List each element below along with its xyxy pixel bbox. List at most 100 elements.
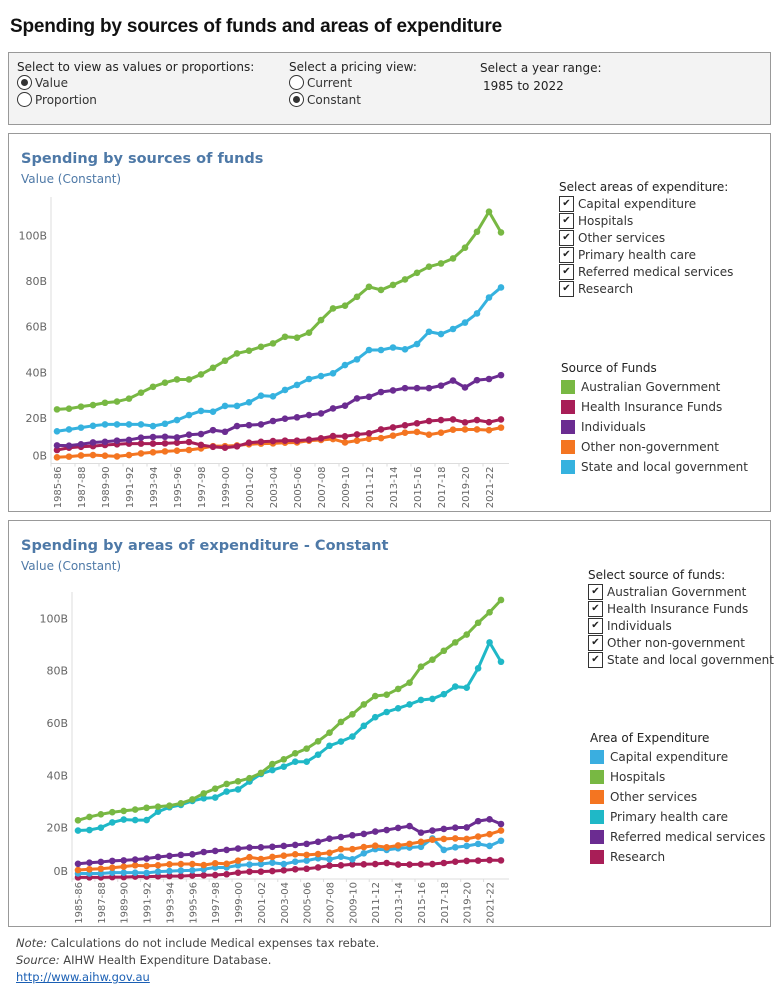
data-point[interactable] [461, 384, 469, 391]
series-line-primary-health-care[interactable] [77, 640, 503, 833]
data-point[interactable] [326, 835, 333, 842]
data-point[interactable] [74, 866, 82, 874]
data-point[interactable] [401, 276, 409, 283]
data-point[interactable] [449, 325, 457, 333]
data-point[interactable] [394, 685, 402, 693]
data-point[interactable] [221, 402, 229, 410]
data-point[interactable] [149, 383, 157, 391]
data-point[interactable] [425, 328, 433, 336]
data-point[interactable] [269, 859, 276, 867]
data-point[interactable] [353, 293, 361, 301]
data-point[interactable] [166, 867, 173, 875]
data-point[interactable] [497, 596, 505, 604]
data-point[interactable] [257, 855, 265, 863]
data-point[interactable] [291, 841, 299, 849]
data-point[interactable] [269, 340, 277, 347]
data-point[interactable] [341, 302, 349, 310]
data-point[interactable] [86, 859, 93, 867]
data-point[interactable] [341, 439, 349, 446]
data-point[interactable] [101, 452, 109, 460]
data-point[interactable] [440, 846, 448, 854]
data-point[interactable] [185, 446, 193, 454]
data-point[interactable] [154, 803, 162, 811]
data-point[interactable] [281, 415, 289, 423]
data-point[interactable] [451, 858, 459, 865]
data-point[interactable] [143, 855, 150, 862]
data-point[interactable] [303, 745, 310, 752]
data-point[interactable] [329, 432, 337, 440]
data-point[interactable] [161, 379, 169, 386]
data-point[interactable] [305, 411, 313, 419]
data-point[interactable] [97, 824, 105, 831]
data-point[interactable] [440, 859, 448, 867]
data-point[interactable] [211, 847, 219, 855]
data-point[interactable] [291, 865, 299, 873]
data-point[interactable] [463, 631, 471, 638]
data-point[interactable] [485, 375, 493, 383]
data-point[interactable] [353, 395, 361, 402]
data-point[interactable] [233, 422, 241, 430]
data-point[interactable] [417, 860, 425, 868]
data-point[interactable] [473, 416, 481, 424]
data-point[interactable] [451, 683, 459, 690]
data-point[interactable] [349, 856, 356, 863]
radio-value[interactable]: Value [17, 74, 254, 91]
data-point[interactable] [53, 442, 61, 449]
data-point[interactable] [65, 405, 73, 412]
filter-item-individuals[interactable]: ✔ Individuals [588, 617, 774, 634]
year-range-value[interactable]: 1985 to 2022 [483, 79, 564, 93]
data-point[interactable] [437, 330, 445, 338]
data-point[interactable] [246, 853, 253, 861]
data-point[interactable] [209, 364, 217, 372]
data-point[interactable] [401, 346, 409, 353]
data-point[interactable] [497, 416, 505, 423]
data-point[interactable] [314, 751, 322, 758]
data-point[interactable] [383, 691, 390, 699]
data-point[interactable] [143, 804, 150, 812]
data-point[interactable] [86, 813, 93, 821]
data-point[interactable] [365, 435, 373, 443]
data-point[interactable] [245, 398, 253, 406]
data-point[interactable] [125, 451, 133, 459]
data-point[interactable] [437, 416, 445, 424]
data-point[interactable] [143, 862, 150, 870]
data-point[interactable] [305, 436, 313, 444]
data-point[interactable] [189, 796, 196, 803]
data-point[interactable] [413, 419, 421, 427]
data-point[interactable] [413, 428, 421, 436]
series-line-australian-government[interactable] [56, 210, 503, 411]
data-point[interactable] [53, 446, 61, 454]
data-point[interactable] [497, 837, 505, 845]
data-point[interactable] [303, 865, 310, 873]
data-point[interactable] [451, 835, 459, 842]
data-point[interactable] [269, 760, 276, 768]
data-point[interactable] [401, 422, 409, 429]
data-point[interactable] [440, 835, 448, 843]
data-point[interactable] [223, 788, 230, 795]
data-point[interactable] [383, 708, 390, 716]
data-point[interactable] [406, 679, 413, 686]
data-point[interactable] [211, 871, 219, 879]
data-point[interactable] [200, 848, 208, 856]
data-point[interactable] [113, 453, 121, 460]
data-point[interactable] [360, 850, 368, 857]
data-point[interactable] [77, 403, 85, 410]
data-point[interactable] [189, 867, 196, 874]
filter-item-research[interactable]: ✔ Research [559, 280, 733, 297]
data-point[interactable] [221, 428, 229, 436]
data-point[interactable] [326, 729, 333, 736]
data-point[interactable] [474, 840, 482, 848]
data-point[interactable] [166, 872, 173, 880]
data-point[interactable] [389, 424, 397, 431]
data-point[interactable] [451, 824, 459, 831]
data-point[interactable] [326, 742, 333, 750]
data-point[interactable] [257, 421, 265, 428]
data-point[interactable] [200, 790, 208, 797]
data-point[interactable] [280, 867, 288, 874]
data-point[interactable] [245, 347, 253, 354]
series-line-hospitals[interactable] [77, 598, 503, 822]
data-point[interactable] [77, 424, 85, 431]
data-point[interactable] [131, 869, 139, 876]
filter-item-state-and-local-government[interactable]: ✔ State and local government [588, 651, 774, 668]
data-point[interactable] [161, 420, 169, 428]
